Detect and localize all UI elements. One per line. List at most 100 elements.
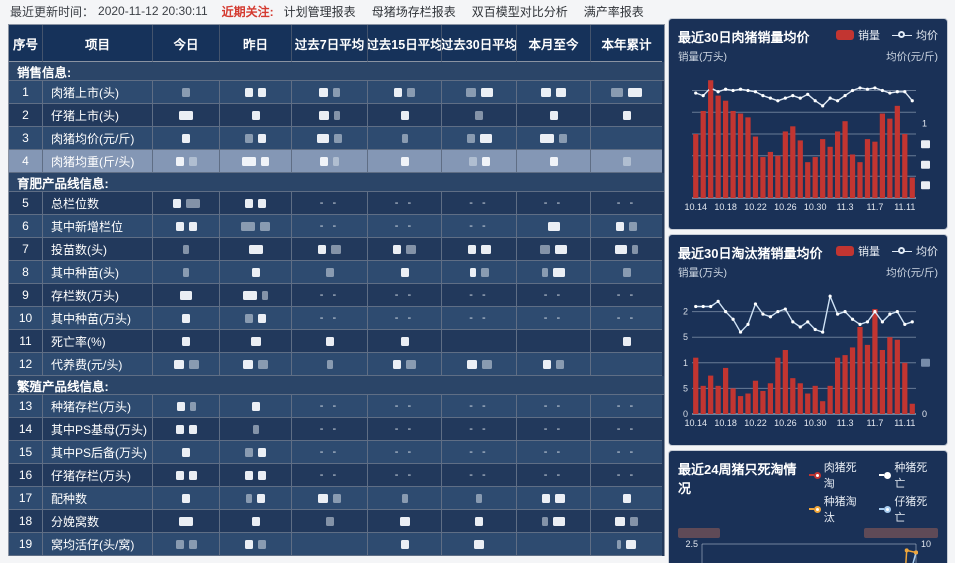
- redacted-value: [189, 401, 196, 411]
- legend-label: 种猪淘汰: [823, 496, 857, 524]
- redacted-value: [182, 133, 190, 143]
- redacted-value: [475, 516, 483, 526]
- row-number: 9: [9, 284, 43, 307]
- row-label: 其中PS后备(万头): [43, 441, 153, 464]
- value-cell: [220, 395, 292, 418]
- value-cell: [591, 238, 662, 261]
- table-row[interactable]: 8 其中种苗(头): [9, 261, 664, 284]
- table-row[interactable]: 4 肉猪均重(斤/头): [9, 150, 664, 173]
- table-row[interactable]: 19 窝均活仔(头/窝): [9, 533, 664, 556]
- chart-title: 最近30日淘汰猪销量均价: [678, 246, 823, 261]
- value-cell: - -: [442, 418, 517, 441]
- row-label: 其中新增栏位: [43, 215, 153, 238]
- redacted-value: [622, 267, 631, 277]
- redacted-value: [175, 424, 184, 434]
- redacted-value: [245, 313, 253, 323]
- redacted-value: [246, 493, 252, 503]
- row-number: 17: [9, 487, 43, 510]
- left-axis-name: 销量(万头): [678, 267, 727, 279]
- table-row[interactable]: 1 肉猪上市(头): [9, 81, 664, 104]
- redacted-right-axis-label: [864, 528, 938, 538]
- menu-item-model-compare[interactable]: 双百模型对比分析: [471, 4, 568, 19]
- recent-focus-label: 近期关注:: [221, 4, 274, 19]
- column-header: 本年累计: [591, 25, 662, 62]
- update-time-value: 2020-11-12 20:30:11: [98, 4, 208, 18]
- redacted-value: [182, 313, 190, 323]
- redacted-value: [629, 221, 637, 231]
- table-row[interactable]: 5 总栏位数 - -- -- -- -- -: [9, 192, 664, 215]
- table-row[interactable]: 7 投苗数(头): [9, 238, 664, 261]
- legend-item-avg-price[interactable]: 均价: [892, 27, 938, 43]
- value-cell: [368, 330, 442, 353]
- table-row[interactable]: 11 死亡率(%): [9, 330, 664, 353]
- value-cell: [153, 192, 220, 215]
- value-cell: [368, 81, 442, 104]
- redacted-value: [248, 244, 263, 254]
- value-cell: [292, 510, 368, 533]
- redacted-value: [250, 336, 261, 346]
- legend-item-肉猪死淘[interactable]: 肉猪死淘: [808, 459, 868, 491]
- redacted-value: [334, 110, 340, 120]
- menu-item-sow-farm-report[interactable]: 母猪场存栏报表: [371, 4, 456, 19]
- menu-item-plan-report[interactable]: 计划管理报表: [283, 4, 356, 19]
- value-cell: [153, 104, 220, 127]
- value-cell: - -: [292, 307, 368, 330]
- table-row[interactable]: 2 仔猪上市(头): [9, 104, 664, 127]
- table-row[interactable]: 15 其中PS后备(万头) - -- -- -- -- -: [9, 441, 664, 464]
- value-cell: [153, 127, 220, 150]
- redacted-value: [182, 336, 190, 346]
- redacted-value: [467, 244, 476, 254]
- line-swatch-icon: [892, 30, 912, 40]
- redacted-value: [393, 359, 401, 369]
- value-cell: [220, 150, 292, 173]
- dot-swatch-icon: [884, 471, 892, 479]
- redacted-value: [616, 221, 624, 231]
- value-cell: - -: [442, 215, 517, 238]
- menu-item-full-capacity-report[interactable]: 满产率报表: [583, 4, 644, 19]
- row-label: 存栏数(万头): [43, 284, 153, 307]
- svg-text:10.14: 10.14: [684, 418, 707, 428]
- value-cell: - -: [292, 441, 368, 464]
- redacted-value: [549, 110, 558, 120]
- table-row[interactable]: 18 分娩窝数: [9, 510, 664, 533]
- table-row[interactable]: 12 代养费(元/头): [9, 353, 664, 376]
- value-cell: - -: [368, 307, 442, 330]
- table-row[interactable]: 6 其中新增栏位 - -- -- -: [9, 215, 664, 238]
- table-row[interactable]: 16 仔猪存栏(万头) - -- -- -- -- -: [9, 464, 664, 487]
- value-cell: - -: [517, 395, 591, 418]
- legend-item-avg-price[interactable]: 均价: [892, 243, 938, 259]
- table-row[interactable]: 13 种猪存栏(万头) - -- -- -- -- -: [9, 395, 664, 418]
- table-row[interactable]: 3 肉猪均价(元/斤): [9, 127, 664, 150]
- table-row[interactable]: 9 存栏数(万头) - -- -- -- -- -: [9, 284, 664, 307]
- value-cell: - -: [517, 192, 591, 215]
- value-cell: - -: [292, 418, 368, 441]
- row-label: 投苗数(头): [43, 238, 153, 261]
- redacted-value: [393, 244, 401, 254]
- value-cell: [153, 533, 220, 556]
- legend-item-sales[interactable]: 销量: [836, 243, 880, 259]
- redacted-value: [400, 539, 409, 549]
- redacted-value: [475, 110, 483, 120]
- value-cell: [292, 238, 368, 261]
- redacted-value: [320, 156, 328, 166]
- legend-item-仔猪死亡[interactable]: 仔猪死亡: [879, 493, 938, 525]
- value-cell: [368, 261, 442, 284]
- row-label: 死亡率(%): [43, 330, 153, 353]
- redacted-value: [400, 110, 409, 120]
- legend-item-sales[interactable]: 销量: [836, 27, 880, 43]
- redacted-value: [611, 87, 623, 97]
- redacted-value: [251, 516, 260, 526]
- table-row[interactable]: 10 其中种苗(万头) - -- -- -- -- -: [9, 307, 664, 330]
- redacted-value: [245, 447, 253, 457]
- value-cell: [442, 238, 517, 261]
- redacted-value: [261, 156, 269, 166]
- legend-item-种猪死亡[interactable]: 种猪死亡: [879, 459, 938, 491]
- table-row[interactable]: 17 配种数: [9, 487, 664, 510]
- value-cell: - -: [368, 464, 442, 487]
- table-row[interactable]: 14 其中PS基母(万头) - -- -- -- -- -: [9, 418, 664, 441]
- legend-item-种猪淘汰[interactable]: 种猪淘汰: [808, 493, 868, 525]
- value-cell: - -: [591, 307, 662, 330]
- row-label: 代养费(元/头): [43, 353, 153, 376]
- value-cell: [292, 330, 368, 353]
